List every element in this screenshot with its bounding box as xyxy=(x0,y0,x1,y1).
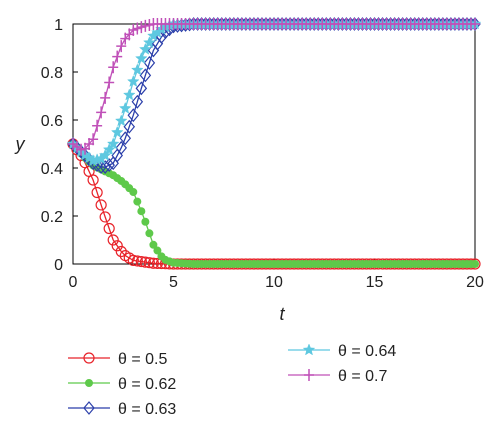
series-4-point-9 xyxy=(104,76,115,89)
y-tick-label-4: 0.8 xyxy=(41,65,63,82)
series-line-3 xyxy=(72,23,475,162)
series-4-point-11 xyxy=(112,50,123,63)
series-2-point-8 xyxy=(99,160,111,174)
series-0-point-20 xyxy=(147,257,159,269)
series-0-point-10 xyxy=(107,234,119,246)
series-0-point-9 xyxy=(103,222,115,235)
series-1 xyxy=(69,140,479,268)
series-3-point-14 xyxy=(122,88,136,101)
series-2-point-19 xyxy=(143,55,156,70)
legend-item-2: θ = 0.63 xyxy=(68,401,176,418)
legend-label-1: θ = 0.62 xyxy=(118,376,176,393)
series-3-point-17 xyxy=(134,51,148,64)
series-3-point-13 xyxy=(118,101,132,114)
series-2-point-18 xyxy=(139,68,152,83)
series-3-point-9 xyxy=(102,143,116,156)
series-4-point-5 xyxy=(88,133,99,146)
series-layer xyxy=(66,17,482,270)
series-3-point-12 xyxy=(114,114,128,127)
series-2-point-17 xyxy=(135,81,148,96)
series-4-point-7 xyxy=(96,106,107,119)
x-tick-label-0: 0 xyxy=(69,274,78,291)
series-0-point-12 xyxy=(115,245,127,258)
series-0-point-11 xyxy=(111,240,123,252)
series-0-point-17 xyxy=(135,255,147,268)
series-4 xyxy=(68,18,480,156)
series-0-point-6 xyxy=(91,186,103,199)
series-1-point-19 xyxy=(145,229,154,238)
series-2-point-14 xyxy=(123,119,136,134)
series-0-point-5 xyxy=(87,174,99,186)
y-axis-label: y xyxy=(14,134,26,154)
legend-label-0: θ = 0.5 xyxy=(118,351,167,368)
legend-marker-1 xyxy=(85,379,93,387)
series-2-point-16 xyxy=(131,94,144,109)
series-1-point-20 xyxy=(149,240,158,249)
legend-marker-2 xyxy=(83,401,95,415)
y-tick-label-2: 0.4 xyxy=(41,161,63,178)
plot-frame xyxy=(72,23,476,265)
series-3-point-15 xyxy=(126,74,140,88)
y-tick-label-5: 1 xyxy=(54,17,63,34)
series-3-point-10 xyxy=(106,137,120,150)
legend-item-3: θ = 0.64 xyxy=(288,343,396,360)
legend-item-1: θ = 0.62 xyxy=(68,376,176,393)
series-3-point-8 xyxy=(98,148,112,161)
y-tick-label-1: 0.2 xyxy=(41,209,63,226)
legend-item-4: θ = 0.7 xyxy=(288,368,387,385)
series-0-point-21 xyxy=(151,257,164,270)
series-1-point-21 xyxy=(153,246,162,255)
series-line-1 xyxy=(72,143,475,265)
series-0-point-15 xyxy=(127,254,139,266)
x-tick-label-3: 15 xyxy=(366,274,384,291)
series-1-point-17 xyxy=(137,207,146,216)
series-1-point-100 xyxy=(471,260,479,268)
series-4-point-6 xyxy=(92,119,103,132)
series-2-point-13 xyxy=(119,131,132,146)
tick-layer: 0 5 10 15 20 0 0.2 0.4 0.6 0.8 1 xyxy=(41,17,484,291)
series-3-point-19 xyxy=(143,36,156,49)
legend-marker-4 xyxy=(304,369,314,381)
series-4-point-12 xyxy=(116,40,127,53)
legend-label-3: θ = 0.64 xyxy=(338,343,396,360)
series-0 xyxy=(67,138,481,270)
x-tick-label-2: 10 xyxy=(265,274,283,291)
series-2-point-15 xyxy=(127,108,140,123)
x-tick-label-1: 5 xyxy=(169,274,178,291)
series-4-point-8 xyxy=(100,91,111,104)
series-0-point-16 xyxy=(131,255,143,267)
series-0-point-8 xyxy=(99,211,111,223)
x-tick-label-4: 20 xyxy=(466,274,484,291)
series-4-point-100 xyxy=(470,18,480,30)
series-1-point-16 xyxy=(133,197,142,206)
series-1-point-15 xyxy=(129,188,138,196)
series-2-point-12 xyxy=(115,140,128,155)
series-4-point-10 xyxy=(108,61,119,74)
legend-label-4: θ = 0.7 xyxy=(338,368,387,385)
series-3-point-16 xyxy=(130,63,144,76)
legend-item-0: θ = 0.5 xyxy=(68,351,167,368)
legend-marker-0 xyxy=(83,352,95,364)
series-3-point-11 xyxy=(110,125,124,138)
series-3-point-18 xyxy=(138,42,152,55)
y-tick-label-3: 0.6 xyxy=(41,113,63,130)
y-tick-label-0: 0 xyxy=(54,257,63,274)
series-line-0 xyxy=(72,143,475,265)
legend: θ = 0.5 θ = 0.62 θ = 0.63 θ = 0.64 θ = 0.7 xyxy=(68,343,396,418)
series-2-point-9 xyxy=(103,158,115,173)
series-0-point-7 xyxy=(95,199,107,211)
x-axis-label: t xyxy=(279,304,285,324)
series-line-2 xyxy=(72,23,475,168)
series-line-4 xyxy=(72,23,475,151)
legend-marker-3 xyxy=(302,343,316,356)
series-1-point-18 xyxy=(141,217,150,226)
series-0-point-19 xyxy=(143,257,155,269)
legend-label-2: θ = 0.63 xyxy=(118,401,176,418)
series-0-point-18 xyxy=(139,256,151,268)
